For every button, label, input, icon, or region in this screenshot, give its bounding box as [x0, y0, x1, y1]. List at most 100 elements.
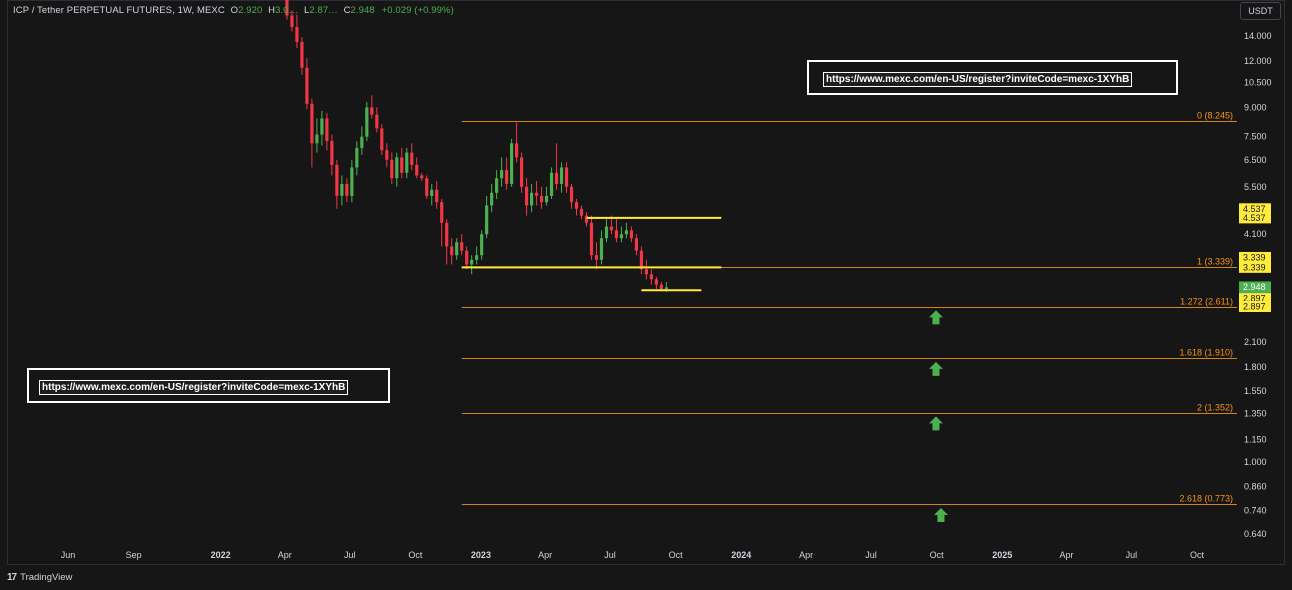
candle-body — [375, 114, 379, 129]
candle-body — [310, 103, 314, 144]
close-value: 2.948 — [350, 5, 375, 16]
price-axis[interactable]: 14.000 12.000 10.500 9.000 7.500 6.500 5.500 4.… — [1244, 31, 1272, 539]
candle-body — [574, 202, 579, 209]
price-tag-text: 3.339 — [1243, 262, 1266, 272]
promo-box-left: https://www.mexc.com/en-US/register?invi… — [27, 368, 390, 403]
time-axis[interactable]: Jun Sep 2022 Apr Jul Oct 2023 Apr Jul Oct 2024 Apr J… — [61, 550, 1205, 560]
y-tick-label: 12.000 — [1244, 56, 1272, 66]
candle-body — [569, 186, 574, 203]
candle-body — [410, 152, 414, 165]
x-tick-label: Apr — [799, 550, 813, 560]
close-label: C — [343, 5, 351, 16]
price-tag-text: 2.897 — [1243, 294, 1266, 304]
candle-body — [285, 0, 289, 16]
candle-body — [614, 230, 619, 239]
arrows-layer — [928, 310, 948, 522]
candle-body — [604, 226, 609, 239]
fib-extension-layer: 0 (8.245) 1 (3.339) 1.272 (2.611) 1.618 (1.… — [461, 111, 1237, 505]
high-label: H — [268, 5, 276, 16]
candle-body — [659, 284, 663, 290]
candle-body — [330, 141, 334, 165]
candle-body — [400, 157, 404, 173]
x-tick-label: Oct — [669, 550, 684, 560]
candle-body — [624, 230, 629, 235]
x-tick-label: Apr — [1059, 550, 1073, 560]
candle-body — [420, 175, 424, 179]
x-tick-label: 2025 — [992, 550, 1012, 560]
candle-body — [534, 192, 539, 196]
candle-body — [475, 255, 479, 260]
candle-body — [564, 167, 569, 187]
candle-body — [539, 195, 544, 203]
candle-body — [380, 128, 384, 151]
y-tick-label: 0.640 — [1244, 529, 1267, 539]
promo-box-top: https://www.mexc.com/en-US/register?invi… — [807, 60, 1178, 95]
promo-link-top[interactable]: https://www.mexc.com/en-US/register?invi… — [823, 72, 1133, 87]
candle-body — [664, 287, 668, 290]
candle-body — [470, 259, 474, 265]
candle-body — [639, 250, 644, 270]
y-tick-label: 1.350 — [1244, 409, 1267, 419]
candle-body — [505, 170, 509, 184]
candle-body — [320, 118, 324, 135]
tradingview-logo-icon: 17 — [7, 572, 17, 583]
candle-body — [515, 143, 519, 158]
chart-frame — [7, 0, 1285, 565]
x-tick-label: 2022 — [211, 550, 231, 560]
candle-body — [495, 178, 499, 193]
candle-body — [510, 143, 514, 184]
candle-body — [485, 205, 489, 235]
candle-body — [634, 238, 639, 251]
y-tick-label: 9.000 — [1244, 102, 1267, 112]
promo-link-left[interactable]: https://www.mexc.com/en-US/register?invi… — [39, 380, 349, 395]
change-value: +0.029 (+0.99%) — [381, 5, 454, 16]
candle-body — [335, 164, 339, 196]
x-tick-label: Jul — [344, 550, 356, 560]
candle-body — [405, 152, 409, 173]
x-tick-label: Oct — [408, 550, 423, 560]
x-tick-label: Jun — [61, 550, 76, 560]
tradingview-footer[interactable]: 17 TradingView — [7, 572, 72, 583]
candle-body — [609, 226, 614, 231]
x-tick-label: Jul — [865, 550, 877, 560]
x-tick-label: Jul — [1126, 550, 1138, 560]
candle-body — [430, 189, 434, 196]
x-tick-label: Oct — [1190, 550, 1205, 560]
candle-body — [654, 279, 658, 285]
candle-body — [490, 192, 494, 206]
candle-body — [415, 164, 419, 176]
candle-body — [594, 255, 599, 260]
candle-body — [390, 159, 394, 179]
currency-button[interactable]: USDT — [1240, 2, 1281, 20]
y-tick-label: 1.000 — [1244, 457, 1267, 467]
low-label: L — [303, 5, 310, 16]
y-tick-label: 5.500 — [1244, 182, 1267, 192]
candle-body — [619, 234, 624, 239]
fib-label: 2 (1.352) — [1197, 403, 1233, 413]
level-price-tag — [1239, 301, 1271, 313]
candle-body — [350, 167, 354, 196]
level-price-tag — [1239, 261, 1271, 273]
candle-body — [559, 167, 564, 184]
candle-body — [305, 67, 309, 104]
level-price-tag — [1239, 251, 1271, 263]
x-tick-label: Apr — [538, 550, 552, 560]
candle-body — [435, 189, 439, 203]
candle-body — [295, 27, 299, 42]
candle-body — [315, 134, 319, 144]
candle-body — [360, 136, 364, 148]
candle-body — [584, 215, 589, 223]
candle-body — [355, 147, 359, 168]
candle-body — [629, 230, 634, 239]
candle-body — [325, 118, 329, 142]
candle-body — [554, 172, 559, 184]
candle-body — [365, 107, 369, 137]
horizontal-lines-layer — [461, 216, 722, 292]
candle-body — [549, 172, 554, 196]
price-tag-text: 2.897 — [1243, 302, 1266, 312]
fib-label: 1 (3.339) — [1197, 257, 1233, 267]
candle-body — [579, 208, 584, 216]
candle-body — [465, 250, 469, 265]
y-tick-label: 1.150 — [1244, 434, 1267, 444]
